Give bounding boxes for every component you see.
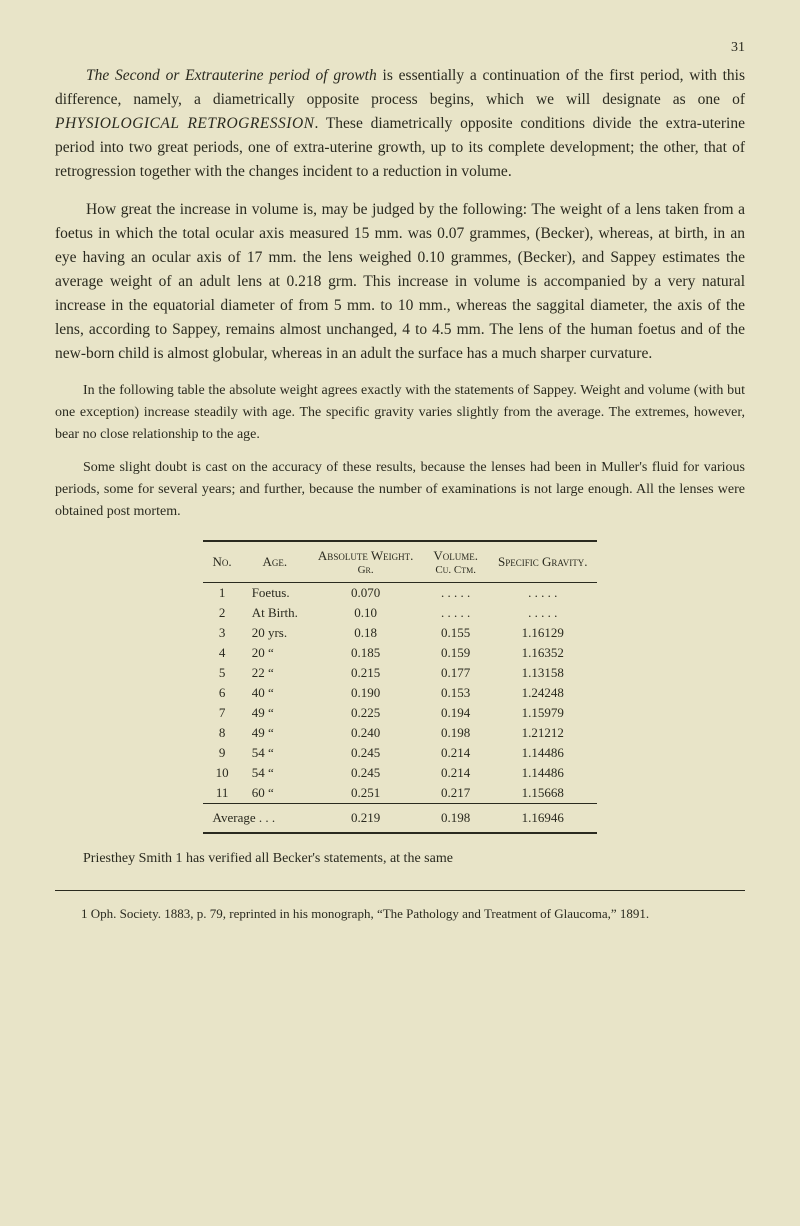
cell-no: 8 <box>203 723 242 743</box>
table-row: 749 “0.2250.1941.15979 <box>203 703 598 723</box>
cell-age: 49 “ <box>242 723 308 743</box>
cell-volume: 0.159 <box>423 643 488 663</box>
cell-weight: 0.10 <box>308 603 423 623</box>
cell-age: 22 “ <box>242 663 308 683</box>
cell-volume: . . . . . <box>423 583 488 604</box>
table-average-row: Average . . . 0.219 0.198 1.16946 <box>203 804 598 834</box>
col-weight: Absolute Weight. Gr. <box>308 541 423 583</box>
cell-weight: 0.18 <box>308 623 423 643</box>
cell-gravity: 1.14486 <box>488 743 597 763</box>
cell-volume: . . . . . <box>423 603 488 623</box>
cell-no: 3 <box>203 623 242 643</box>
cell-age: 20 “ <box>242 643 308 663</box>
data-table: No. Age. Absolute Weight. Gr. Volume. Cu… <box>203 540 598 834</box>
cell-volume: 0.153 <box>423 683 488 703</box>
table-row: 1160 “0.2510.2171.15668 <box>203 783 598 804</box>
cell-gravity: . . . . . <box>488 583 597 604</box>
col-gravity: Specific Gravity. <box>488 541 597 583</box>
cell-gravity: 1.15668 <box>488 783 597 804</box>
cell-no: 5 <box>203 663 242 683</box>
cell-weight: 0.240 <box>308 723 423 743</box>
cell-no: 4 <box>203 643 242 663</box>
cell-volume: 0.214 <box>423 763 488 783</box>
table-row: 420 “0.1850.1591.16352 <box>203 643 598 663</box>
cell-gravity: 1.24248 <box>488 683 597 703</box>
paragraph-2: How great the increase in volume is, may… <box>55 198 745 366</box>
cell-age: 40 “ <box>242 683 308 703</box>
table-row: 2At Birth.0.10. . . . .. . . . . <box>203 603 598 623</box>
cell-weight: 0.185 <box>308 643 423 663</box>
paragraph-3: In the following table the absolute weig… <box>55 380 745 445</box>
cell-volume: 0.214 <box>423 743 488 763</box>
page-container: 31 The Second or Extrauterine period of … <box>0 0 800 1226</box>
cell-volume: 0.177 <box>423 663 488 683</box>
avg-label: Average . . . <box>203 804 308 834</box>
cell-no: 9 <box>203 743 242 763</box>
cell-age: At Birth. <box>242 603 308 623</box>
avg-volume: 0.198 <box>423 804 488 834</box>
cell-gravity: 1.16129 <box>488 623 597 643</box>
cell-weight: 0.190 <box>308 683 423 703</box>
col-age: Age. <box>242 541 308 583</box>
cell-age: 54 “ <box>242 743 308 763</box>
cell-no: 10 <box>203 763 242 783</box>
col-weight-sub: Gr. <box>318 564 413 576</box>
cell-age: 49 “ <box>242 703 308 723</box>
table-row: 640 “0.1900.1531.24248 <box>203 683 598 703</box>
cell-weight: 0.225 <box>308 703 423 723</box>
cell-weight: 0.245 <box>308 763 423 783</box>
table-row: 1Foetus.0.070. . . . .. . . . . <box>203 583 598 604</box>
cell-weight: 0.251 <box>308 783 423 804</box>
cell-weight: 0.215 <box>308 663 423 683</box>
table-row: 522 “0.2150.1771.13158 <box>203 663 598 683</box>
priesthey-line: Priesthey Smith 1 has verified all Becke… <box>55 848 745 870</box>
cell-gravity: 1.16352 <box>488 643 597 663</box>
table-body: 1Foetus.0.070. . . . .. . . . .2At Birth… <box>203 583 598 804</box>
col-weight-label: Absolute Weight. <box>318 548 413 563</box>
table-row: 1054 “0.2450.2141.14486 <box>203 763 598 783</box>
cell-gravity: 1.15979 <box>488 703 597 723</box>
cell-no: 2 <box>203 603 242 623</box>
table-row: 849 “0.2400.1981.21212 <box>203 723 598 743</box>
footnote-1: 1 Oph. Society. 1883, p. 79, reprinted i… <box>55 904 745 924</box>
cell-volume: 0.217 <box>423 783 488 804</box>
cell-no: 1 <box>203 583 242 604</box>
cell-weight: 0.245 <box>308 743 423 763</box>
table-row: 954 “0.2450.2141.14486 <box>203 743 598 763</box>
table-head: No. Age. Absolute Weight. Gr. Volume. Cu… <box>203 541 598 583</box>
cell-age: 20 yrs. <box>242 623 308 643</box>
cell-volume: 0.194 <box>423 703 488 723</box>
cell-volume: 0.198 <box>423 723 488 743</box>
cell-age: Foetus. <box>242 583 308 604</box>
table-row: 320 yrs.0.180.1551.16129 <box>203 623 598 643</box>
avg-weight: 0.219 <box>308 804 423 834</box>
col-volume: Volume. Cu. Ctm. <box>423 541 488 583</box>
cell-age: 54 “ <box>242 763 308 783</box>
cell-gravity: 1.13158 <box>488 663 597 683</box>
cell-weight: 0.070 <box>308 583 423 604</box>
cell-gravity: 1.14486 <box>488 763 597 783</box>
cell-gravity: 1.21212 <box>488 723 597 743</box>
para1-lead: The Second or Extrauterine period of gro… <box>86 67 377 84</box>
col-no: No. <box>203 541 242 583</box>
paragraph-4: Some slight doubt is cast on the accurac… <box>55 457 745 522</box>
cell-no: 11 <box>203 783 242 804</box>
cell-gravity: . . . . . <box>488 603 597 623</box>
cell-age: 60 “ <box>242 783 308 804</box>
cell-no: 7 <box>203 703 242 723</box>
footnote-rule <box>55 890 745 891</box>
paragraph-1: The Second or Extrauterine period of gro… <box>55 64 745 184</box>
col-volume-sub: Cu. Ctm. <box>433 564 478 576</box>
col-volume-label: Volume. <box>433 548 478 563</box>
cell-no: 6 <box>203 683 242 703</box>
cell-volume: 0.155 <box>423 623 488 643</box>
page-number: 31 <box>55 40 745 56</box>
term-physiological: PHYSIOLOGICAL RETROGRESSION <box>55 115 314 132</box>
avg-gravity: 1.16946 <box>488 804 597 834</box>
